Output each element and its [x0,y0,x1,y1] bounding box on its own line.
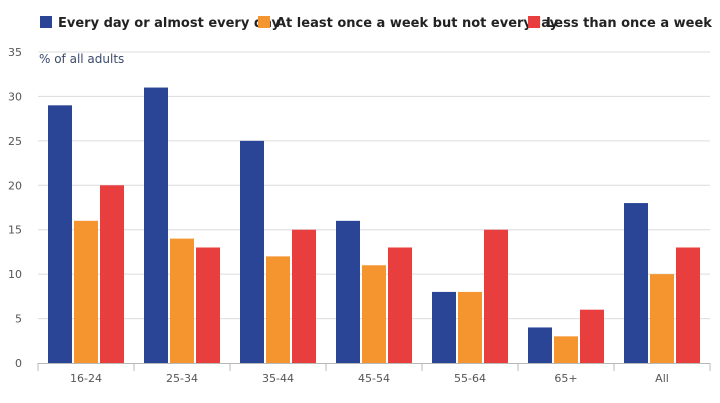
bar [336,220,360,363]
bar [292,229,316,363]
legend-label: Every day or almost every day [58,16,281,31]
x-tick-label: 16-24 [70,372,102,385]
bar [624,203,648,363]
bar [650,274,674,363]
x-tick-label: All [655,372,669,385]
legend-item: At least once a week but not everyday [258,16,559,31]
bar [266,256,290,363]
y-axis-ticks: 0 5 10 15 20 25 30 35 [8,46,22,370]
legend-swatch [40,16,52,28]
legend-item: Every day or almost every day [40,16,281,31]
bar [362,265,386,363]
bar [528,327,552,363]
bar [676,247,700,363]
x-axis: 16-24 25-34 35-44 45-54 55-64 65+ All [37,363,711,385]
legend-item: Less than once a week [528,16,712,31]
legend-label: At least once a week but not everyday [276,16,559,31]
y-tick-label: 35 [8,46,22,59]
x-tick-label: 25-34 [166,372,198,385]
y-tick-label: 15 [8,224,22,237]
bar [74,220,98,363]
bar [580,309,604,363]
x-tick-label: 45-54 [358,372,390,385]
bars [48,87,700,364]
y-axis-label: % of all adults [39,52,124,66]
legend-swatch [258,16,270,28]
y-tick-label: 30 [8,90,22,103]
y-tick-label: 10 [8,268,22,281]
legend-label: Less than once a week [546,16,712,31]
bar [170,238,194,363]
bar [240,140,264,363]
bar [388,247,412,363]
x-tick-label: 35-44 [262,372,294,385]
y-tick-label: 25 [8,135,22,148]
bar [48,105,72,364]
y-tick-label: 20 [8,179,22,192]
bar [196,247,220,363]
bar [554,336,578,363]
x-tick-label: 55-64 [454,372,486,385]
bar [432,291,456,363]
bar [144,87,168,364]
bar [458,291,482,363]
legend-swatch [528,16,540,28]
x-tick-label: 65+ [554,372,577,385]
bar [100,185,124,363]
bar [484,229,508,363]
y-tick-label: 0 [15,357,22,370]
y-tick-label: 5 [15,313,22,326]
